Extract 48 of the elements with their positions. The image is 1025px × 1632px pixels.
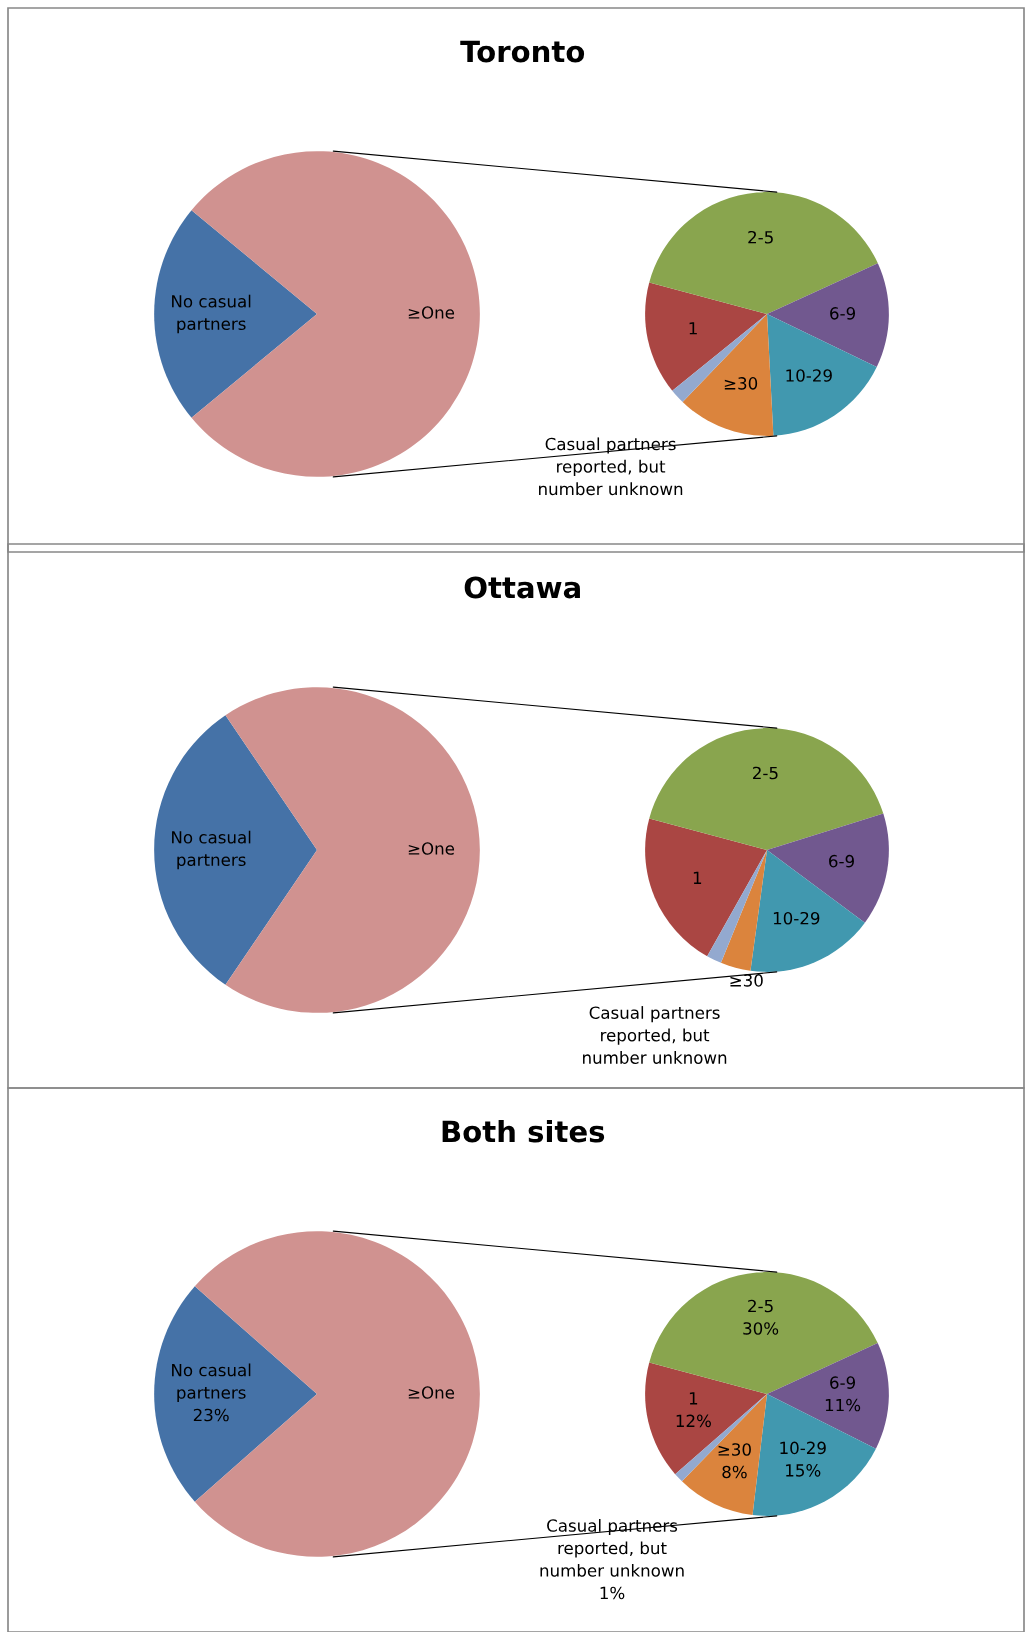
pie-slice [707,850,767,963]
slice-label: ≥One [408,1386,455,1399]
slice-label: 1 [689,1392,698,1405]
data-label: 8% [722,1465,747,1479]
pie-slice [767,813,889,923]
data-label: 30% [743,1322,779,1335]
slice-label: 6-9 [829,854,854,868]
chart-title: Ottawa [464,576,580,599]
slice-label: ≥30 [724,377,758,390]
slice-label: ≥30 [730,974,763,987]
pie-slice [720,850,767,971]
slice-label: 6-9 [830,1376,856,1389]
pie-slice [154,1286,317,1502]
pie-slice [750,850,865,972]
chart-title: Toronto [460,40,585,63]
slice-label: ≥One [408,842,455,855]
pie-slice [649,1272,878,1394]
slice-label: 1 [689,322,697,335]
slice-label: 2-5 [748,230,773,244]
pie-slice [752,1394,876,1516]
chart-title: Both sites [442,1119,605,1143]
data-label: 23% [193,1408,229,1422]
slice-label: ≥One [408,306,455,319]
pie-slice [154,210,317,418]
slice-label: ≥30 [718,1443,751,1456]
pie-slice [645,282,767,391]
slice-label: No casual partners [172,294,251,334]
slice-label: 10-29 [773,911,820,925]
slice-label: 10-29 [786,369,832,382]
pie-slice [682,314,774,436]
data-label: 1% [600,1586,625,1600]
pie-slice [154,715,317,985]
data-label: 11% [825,1398,861,1412]
data-label: 12% [676,1414,711,1428]
pie-slice [672,314,767,402]
slice-label: No casual partners [172,830,251,870]
pie-slice [767,263,889,368]
slice-label: 2-5 [753,766,778,780]
slice-label: 2-5 [748,1299,773,1313]
slice-label: 10-29 [780,1441,826,1455]
pie-slice [675,1394,767,1482]
slice-label: 6-9 [830,307,856,320]
slice-label: 1 [693,871,702,884]
pie-slice [645,818,767,957]
slice-label: No casual partners [172,1363,251,1403]
slice-label: Casual partners reported, but number unknown [583,1006,727,1064]
data-label: 15% [786,1464,821,1477]
pie-slice [649,728,884,850]
